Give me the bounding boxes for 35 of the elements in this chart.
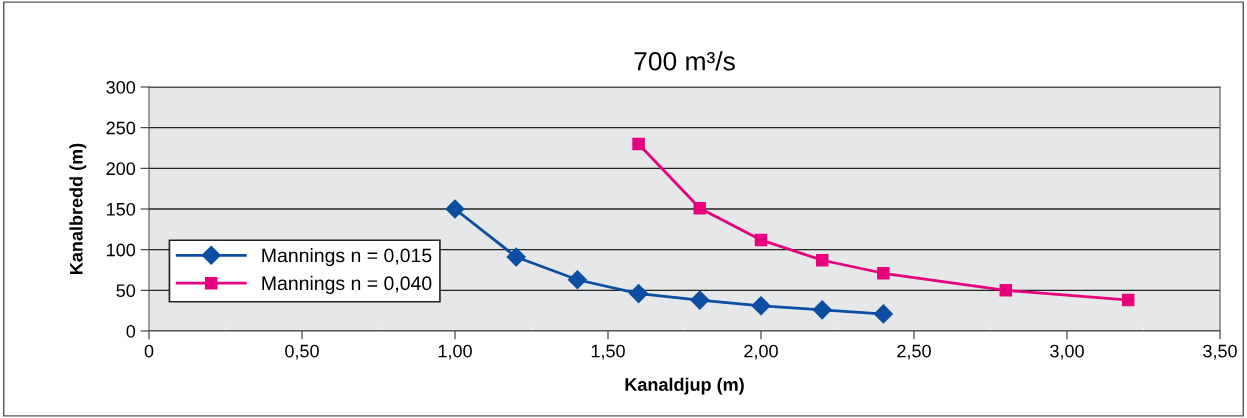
x-tick-label: 1,00 <box>438 344 472 360</box>
x-tick-label: 3,50 <box>1203 344 1237 360</box>
point <box>999 284 1013 297</box>
y-tick-label: 0 <box>126 324 136 338</box>
y-tick-label: 100 <box>107 243 136 257</box>
point <box>812 300 832 320</box>
point <box>1121 293 1135 307</box>
x-axis-title: Kanaldjup (m) <box>625 377 744 395</box>
y-tick-label: 50 <box>116 284 136 298</box>
y-tick-label: 250 <box>106 121 136 135</box>
x-tick-label: 2,00 <box>744 344 778 360</box>
x-tick-label: 1,50 <box>591 344 625 360</box>
point <box>873 304 893 324</box>
point <box>754 233 768 247</box>
point <box>815 253 829 267</box>
chart-title: 700 m³/s <box>634 51 735 71</box>
y-tick-label: 200 <box>106 162 136 176</box>
y-tick-label: 150 <box>107 202 136 216</box>
point <box>445 199 465 219</box>
x-tick-label: 3,00 <box>1050 344 1084 360</box>
point <box>751 296 771 316</box>
y-tick-label: 300 <box>106 80 136 94</box>
point <box>632 137 645 151</box>
legend-label: Mannings n = 0,015 <box>262 248 432 267</box>
x-tick-label: 2,50 <box>897 344 931 360</box>
legend-label: Mannings n = 0,040 <box>262 275 432 294</box>
x-tick-label: 0,50 <box>285 344 319 360</box>
y-axis-title: Kanalbredd (m) <box>69 143 87 274</box>
point <box>506 247 526 267</box>
point <box>877 267 890 280</box>
point <box>629 284 649 304</box>
point <box>567 270 587 290</box>
point <box>690 290 710 310</box>
point <box>693 201 707 215</box>
x-tick-label: 0 <box>144 344 154 358</box>
